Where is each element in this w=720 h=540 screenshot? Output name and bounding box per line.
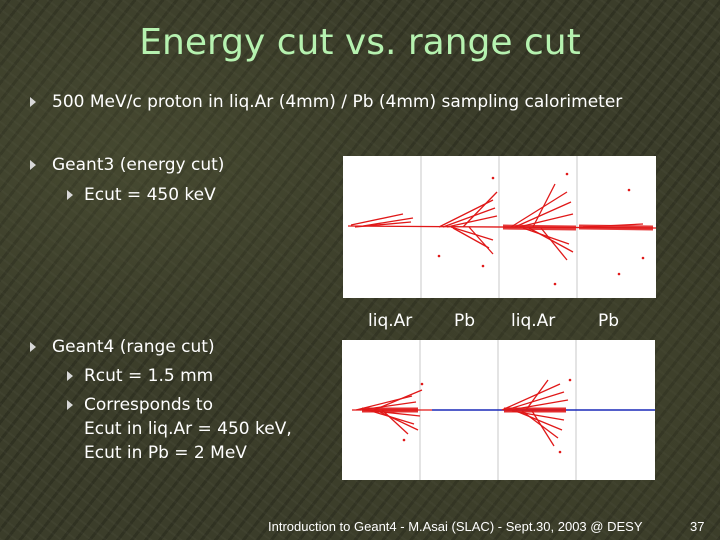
slide-title: Energy cut vs. range cut: [139, 22, 581, 63]
arrow-bullet-icon: [67, 190, 73, 200]
detail-ecut-pb: Ecut in Pb = 2 MeV: [84, 443, 247, 463]
sub-bullet-rcut: Rcut = 1.5 mm: [84, 366, 214, 386]
geant4-shower-image: [342, 340, 655, 480]
arrow-bullet-icon: [67, 371, 73, 381]
material-label-liqar-1: liq.Ar: [368, 311, 413, 331]
page-number: 37: [690, 519, 705, 534]
arrow-bullet-icon: [30, 342, 36, 352]
bullet-proton-setup: 500 MeV/c proton in liq.Ar (4mm) / Pb (4…: [52, 92, 623, 112]
arrow-bullet-icon: [30, 160, 36, 170]
material-label-liqar-2: liq.Ar: [511, 311, 556, 331]
arrow-bullet-icon: [30, 97, 36, 107]
material-label-pb-1: Pb: [454, 311, 476, 331]
geant3-shower-image: [343, 156, 656, 298]
bullet-geant3: Geant3 (energy cut): [52, 155, 225, 175]
footer-text: Introduction to Geant4 - M.Asai (SLAC) -…: [268, 519, 643, 534]
arrow-bullet-icon: [67, 400, 73, 410]
detail-ecut-liqar: Ecut in liq.Ar = 450 keV,: [84, 419, 292, 439]
material-label-pb-2: Pb: [598, 311, 620, 331]
sub-bullet-ecut: Ecut = 450 keV: [84, 185, 216, 205]
bullet-geant4: Geant4 (range cut): [52, 337, 215, 357]
sub-bullet-corresponds: Corresponds to: [84, 395, 213, 415]
